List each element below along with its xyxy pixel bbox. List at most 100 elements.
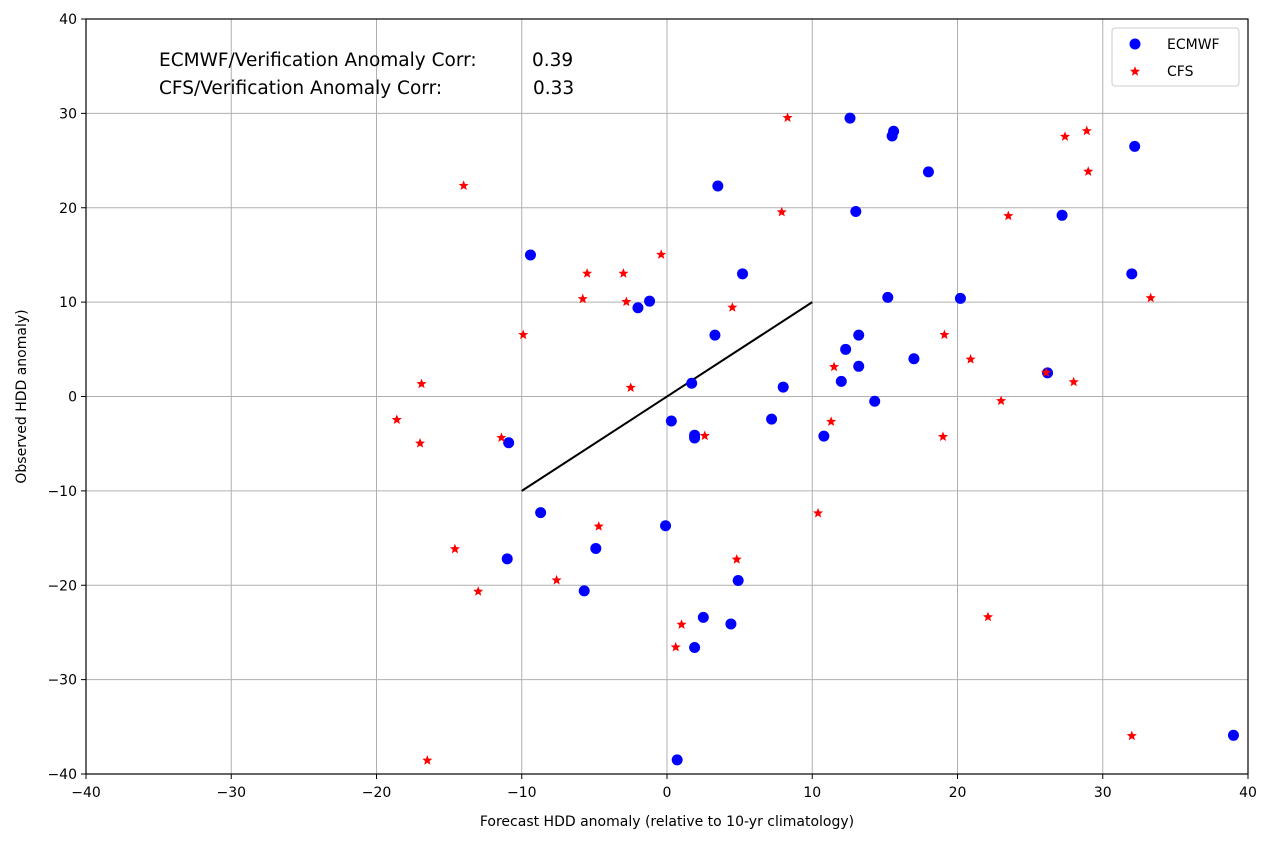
cfs-point <box>449 543 460 554</box>
ecmwf-point <box>501 553 513 565</box>
y-tick-label: −30 <box>47 673 77 689</box>
axis-ticks: −40 −30 −20 −10 0 10 20 30 40 −40 −30 −20 −10 0 10 20 30… <box>47 12 1256 801</box>
cfs-point <box>593 521 604 531</box>
ecmwf-point <box>709 329 721 341</box>
cfs-point <box>625 382 636 392</box>
cfs-point <box>582 268 593 278</box>
ecmwf-corr-value: 0.39 <box>532 50 573 71</box>
cfs-point <box>496 432 507 442</box>
cfs-point <box>727 302 738 312</box>
ecmwf-point <box>1129 140 1141 152</box>
cfs-point <box>731 554 742 564</box>
cfs-point <box>1081 125 1092 136</box>
y-axis-label: Observed HDD anomaly) <box>14 309 30 483</box>
cfs-point <box>676 619 687 629</box>
cfs-point <box>473 586 484 596</box>
y-tick-label: −10 <box>47 484 77 500</box>
reference-line <box>521 301 813 492</box>
cfs-point <box>415 438 426 448</box>
y-tick-label: −20 <box>47 578 77 594</box>
ecmwf-point <box>853 329 865 341</box>
ecmwf-point <box>844 112 856 124</box>
cfs-point <box>1145 292 1156 303</box>
ecmwf-point <box>1056 209 1068 221</box>
data-points <box>391 112 1239 766</box>
cfs-point <box>996 395 1007 406</box>
ecmwf-corr-label: ECMWF/Verification Anomaly Corr: <box>159 50 477 71</box>
legend-cfs-label: CFS <box>1167 64 1194 80</box>
legend: ECMWF CFS <box>1111 27 1240 87</box>
ecmwf-point <box>882 291 894 303</box>
ecmwf-point <box>697 611 709 623</box>
x-tick-label: 10 <box>803 785 821 801</box>
x-axis-label: Forecast HDD anomaly (relative to 10-yr … <box>480 814 854 830</box>
cfs-point <box>458 180 469 190</box>
ecmwf-point <box>671 754 683 766</box>
x-tick-label: −30 <box>216 785 246 801</box>
cfs-point <box>1041 367 1052 377</box>
ecmwf-point <box>660 520 672 532</box>
cfs-point <box>518 329 529 340</box>
ecmwf-point <box>922 166 934 178</box>
legend-ecmwf-label: ECMWF <box>1167 37 1220 53</box>
ecmwf-point <box>1126 268 1138 280</box>
cfs-point <box>416 378 427 389</box>
y-tick-label: 20 <box>59 201 77 217</box>
ecmwf-point <box>732 575 744 587</box>
ecmwf-point <box>578 585 590 597</box>
ecmwf-point <box>908 353 920 365</box>
ecmwf-point <box>503 437 515 449</box>
cfs-point <box>813 507 824 518</box>
ecmwf-point <box>869 395 881 407</box>
cfs-point <box>422 755 433 765</box>
cfs-point <box>937 431 949 442</box>
cfs-point <box>1126 730 1137 741</box>
y-tick-label: 30 <box>59 106 77 122</box>
x-tick-label: 30 <box>1094 785 1112 801</box>
ecmwf-point <box>818 430 830 442</box>
cfs-point <box>621 296 632 307</box>
cfs-point <box>965 354 976 364</box>
ecmwf-point <box>840 343 852 355</box>
legend-ecmwf-marker <box>1129 38 1141 50</box>
ecmwf-point <box>644 295 656 307</box>
ecmwf-point <box>524 249 536 261</box>
ecmwf-point <box>1227 729 1239 741</box>
ecmwf-point <box>689 642 701 654</box>
cfs-point <box>670 641 681 652</box>
cfs-point <box>1068 376 1079 387</box>
cfs-corr-label: CFS/Verification Anomaly Corr: <box>159 78 442 99</box>
legend-box <box>1111 27 1240 87</box>
ecmwf-point <box>850 206 862 218</box>
x-tick-label: 0 <box>663 785 672 801</box>
reference-line-group <box>521 301 813 492</box>
cfs-point <box>826 416 837 426</box>
ecmwf-point <box>590 542 602 554</box>
x-tick-label: −40 <box>71 785 101 801</box>
ecmwf-point <box>665 415 677 427</box>
x-tick-label: −10 <box>507 785 537 801</box>
ecmwf-point <box>888 125 900 137</box>
y-tick-label: 0 <box>68 390 77 406</box>
cfs-point <box>1003 210 1014 221</box>
cfs-point <box>782 112 793 123</box>
ecmwf-point <box>535 507 547 519</box>
y-tick-label: −40 <box>47 767 77 783</box>
cfs-point <box>656 249 667 259</box>
cfs-corr-value: 0.33 <box>533 78 574 99</box>
cfs-point <box>551 574 562 585</box>
cfs-point <box>699 430 710 441</box>
ecmwf-point <box>737 268 749 280</box>
y-tick-label: 10 <box>59 295 77 311</box>
cfs-point <box>776 206 787 217</box>
cfs-point <box>618 268 629 278</box>
ecmwf-point <box>954 292 966 304</box>
ecmwf-point <box>686 377 698 389</box>
ecmwf-point <box>777 381 789 393</box>
x-tick-label: 40 <box>1239 785 1257 801</box>
correlation-annotation: ECMWF/Verification Anomaly Corr: 0.39 CF… <box>159 50 574 99</box>
ecmwf-point <box>835 375 847 387</box>
cfs-point <box>391 414 402 425</box>
